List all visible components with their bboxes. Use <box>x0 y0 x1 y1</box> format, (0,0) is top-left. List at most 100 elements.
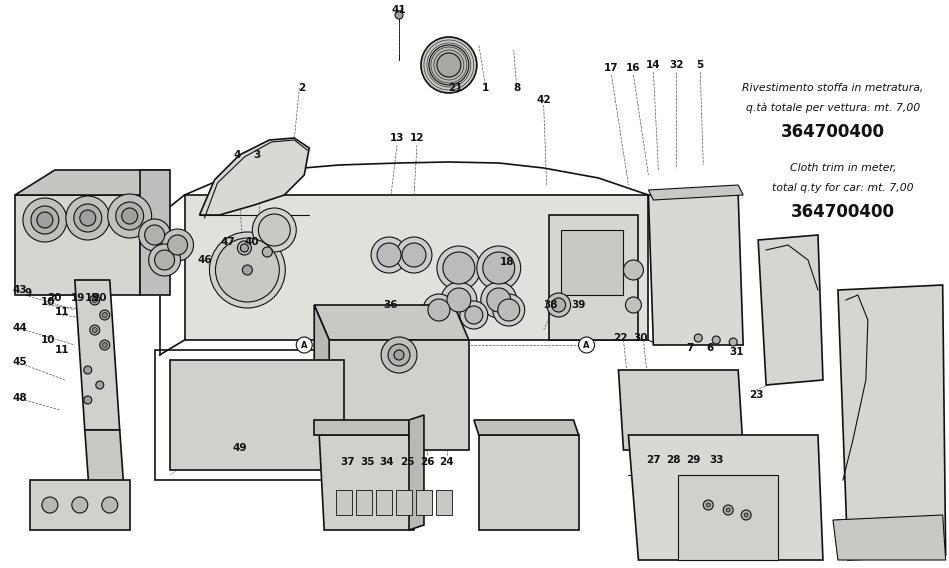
Circle shape <box>695 334 702 342</box>
Polygon shape <box>356 490 372 515</box>
Polygon shape <box>416 490 432 515</box>
Text: 28: 28 <box>666 455 680 465</box>
Circle shape <box>447 288 471 312</box>
Circle shape <box>394 350 404 360</box>
Circle shape <box>551 298 566 312</box>
Circle shape <box>423 294 455 326</box>
Text: 25: 25 <box>400 457 415 467</box>
Circle shape <box>437 53 461 77</box>
Text: 16: 16 <box>626 63 641 73</box>
Text: 35: 35 <box>360 457 374 467</box>
Circle shape <box>498 299 520 321</box>
Circle shape <box>703 500 714 510</box>
Text: 9: 9 <box>25 288 31 298</box>
Polygon shape <box>184 195 648 340</box>
Circle shape <box>483 252 514 284</box>
Text: 43: 43 <box>12 285 28 295</box>
Text: q.tà totale per vettura: mt. 7,00: q.tà totale per vettura: mt. 7,00 <box>746 103 920 113</box>
Circle shape <box>421 37 476 93</box>
Circle shape <box>31 206 59 234</box>
Text: 8: 8 <box>513 83 520 93</box>
Text: 2: 2 <box>298 83 305 93</box>
Circle shape <box>258 214 290 246</box>
Circle shape <box>729 338 737 346</box>
Circle shape <box>706 503 710 507</box>
Circle shape <box>102 312 107 318</box>
Circle shape <box>92 328 97 332</box>
Text: 11: 11 <box>55 307 69 317</box>
Text: 11: 11 <box>55 345 69 355</box>
Text: 45: 45 <box>12 357 28 367</box>
Text: 7: 7 <box>687 343 694 353</box>
Circle shape <box>252 208 296 252</box>
Circle shape <box>242 265 252 275</box>
Circle shape <box>92 298 97 303</box>
Circle shape <box>161 229 194 261</box>
Circle shape <box>402 243 426 267</box>
Text: 17: 17 <box>605 63 619 73</box>
Polygon shape <box>679 475 778 560</box>
Text: 4: 4 <box>233 150 241 160</box>
Text: 20: 20 <box>92 293 107 303</box>
Circle shape <box>625 297 642 313</box>
Circle shape <box>80 210 96 226</box>
Text: 42: 42 <box>536 95 551 105</box>
Text: A: A <box>301 340 307 349</box>
Text: Cloth trim in meter,: Cloth trim in meter, <box>790 163 896 173</box>
Polygon shape <box>15 195 140 295</box>
Text: 32: 32 <box>669 60 683 70</box>
Circle shape <box>396 237 432 273</box>
Circle shape <box>215 238 279 302</box>
Polygon shape <box>314 305 469 340</box>
Circle shape <box>144 225 164 245</box>
Polygon shape <box>319 435 414 530</box>
Text: 37: 37 <box>340 457 355 467</box>
Circle shape <box>100 310 110 320</box>
Polygon shape <box>170 360 344 470</box>
Polygon shape <box>30 480 130 530</box>
Polygon shape <box>314 420 409 435</box>
Text: 29: 29 <box>686 455 700 465</box>
Text: 38: 38 <box>544 300 558 310</box>
Circle shape <box>381 337 417 373</box>
Circle shape <box>210 232 286 308</box>
Circle shape <box>395 11 403 19</box>
Circle shape <box>296 337 312 353</box>
Circle shape <box>96 381 103 389</box>
Text: 49: 49 <box>233 443 247 453</box>
Circle shape <box>377 243 401 267</box>
Circle shape <box>84 366 92 374</box>
Polygon shape <box>84 430 124 500</box>
Text: 12: 12 <box>410 133 424 143</box>
Polygon shape <box>329 340 469 450</box>
Polygon shape <box>619 370 743 450</box>
Text: 30: 30 <box>633 333 647 343</box>
Text: 31: 31 <box>729 347 743 357</box>
Circle shape <box>443 252 474 284</box>
Text: 10: 10 <box>41 297 55 307</box>
Circle shape <box>493 294 525 326</box>
Circle shape <box>139 219 171 251</box>
Polygon shape <box>474 420 579 435</box>
Circle shape <box>102 343 107 348</box>
Polygon shape <box>396 490 412 515</box>
Circle shape <box>741 510 752 520</box>
Text: 34: 34 <box>380 457 395 467</box>
Polygon shape <box>648 185 743 200</box>
Polygon shape <box>336 490 352 515</box>
Polygon shape <box>314 305 329 450</box>
Text: 364700400: 364700400 <box>791 203 895 221</box>
Circle shape <box>487 288 511 312</box>
Circle shape <box>429 45 469 85</box>
Circle shape <box>481 282 516 318</box>
Circle shape <box>713 336 720 344</box>
Circle shape <box>155 250 175 270</box>
Text: 13: 13 <box>390 133 404 143</box>
Text: A: A <box>584 340 589 349</box>
Circle shape <box>441 282 476 318</box>
Circle shape <box>723 505 734 515</box>
Polygon shape <box>199 138 309 215</box>
Text: Rivestimento stoffa in metratura,: Rivestimento stoffa in metratura, <box>742 83 923 93</box>
Circle shape <box>90 325 100 335</box>
Circle shape <box>388 344 410 366</box>
